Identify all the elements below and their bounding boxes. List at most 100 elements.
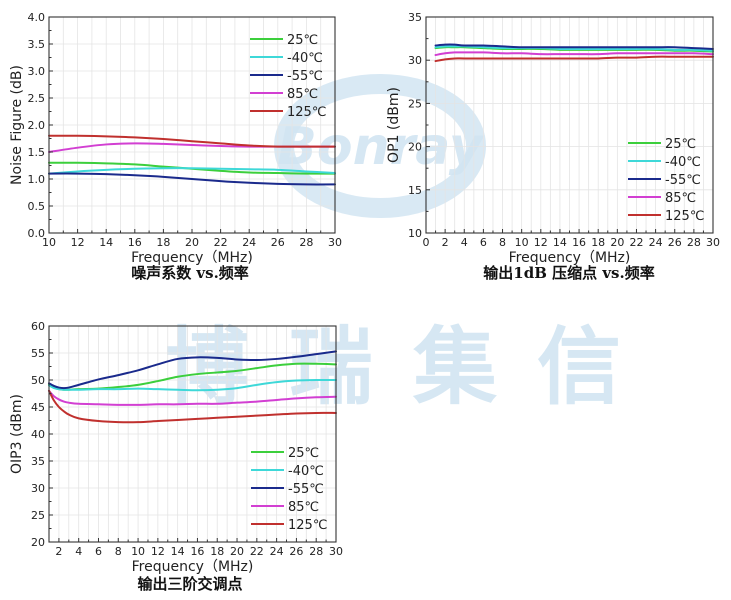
y-tick-label: 1.0	[28, 173, 46, 186]
y-tick-label: 4.0	[28, 11, 46, 24]
legend: 25℃ -40℃ -55℃ 85℃ 125℃	[250, 33, 326, 120]
y-tick-label: 25	[31, 509, 45, 522]
x-tick-label: 16	[572, 236, 586, 249]
x-axis-title: Frequency（MHz)	[509, 250, 631, 266]
y-axis-title: Noise Figure (dB)	[9, 65, 25, 185]
y-tick-label: 2.5	[28, 92, 46, 105]
x-axis-title: Frequency（MHz)	[132, 559, 254, 575]
x-tick-label: 8	[115, 545, 122, 558]
series-line--55C	[48, 172, 336, 186]
chart1-caption: 噪声系数 vs.频率	[131, 264, 249, 282]
x-tick-label: 24	[270, 545, 284, 558]
y-tick-label: 15	[408, 184, 422, 197]
x-tick-label: 16	[128, 236, 142, 249]
y-tick-label: 40	[31, 428, 45, 441]
x-tick-label: 22	[250, 545, 264, 558]
legend-label: -40℃	[287, 51, 323, 66]
legend: 25℃ -40℃ -55℃ 85℃ 125℃	[628, 137, 704, 224]
y-tick-label: 45	[31, 401, 45, 414]
x-tick-label: 2	[55, 545, 62, 558]
legend-label: 125℃	[288, 518, 327, 533]
x-tick-label: 30	[329, 545, 343, 558]
x-tick-label: 6	[95, 545, 102, 558]
y-tick-label: 30	[31, 482, 45, 495]
legend-label: 125℃	[287, 105, 326, 120]
legend-label: 25℃	[288, 446, 319, 461]
legend-label: 125℃	[665, 209, 704, 224]
legend-label: -55℃	[288, 482, 324, 497]
x-tick-label: 12	[71, 236, 85, 249]
series-line--55C	[434, 43, 714, 50]
y-tick-label: 0.5	[28, 200, 46, 213]
x-tick-label: 10	[42, 236, 56, 249]
series-line-125C	[48, 134, 336, 148]
series-line--40C	[48, 378, 337, 392]
x-tick-label: 6	[480, 236, 487, 249]
series-line--40C	[434, 45, 714, 52]
x-tick-label: 10	[515, 236, 529, 249]
x-tick-label: 0	[423, 236, 430, 249]
y-tick-label: 3.5	[28, 38, 46, 51]
series-line-85C	[48, 389, 337, 406]
chart-oip3: 2 4 6 8 10 12 14 16 18 20 22 24 26 28 30Frequency（MHz)…	[9, 320, 343, 575]
x-tick-label: 28	[299, 236, 313, 249]
x-tick-label: 26	[289, 545, 303, 558]
y-axis: 10 15 20 25 30 35 OP1 (dBm)	[386, 11, 430, 240]
x-axis: 0 2 4 6 8 10 12 14 16 18 20 22 24 26 28 30Frequency（MHz…	[423, 229, 720, 266]
x-tick-label: 24	[242, 236, 256, 249]
y-tick-label: 20	[31, 536, 45, 549]
y-tick-label: 35	[408, 11, 422, 24]
x-tick-label: 22	[629, 236, 643, 249]
x-tick-label: 20	[185, 236, 199, 249]
legend-label: 85℃	[287, 87, 318, 102]
x-tick-label: 14	[99, 236, 113, 249]
chart2-caption: 输出1dB 压缩点 vs.频率	[483, 264, 655, 282]
x-axis-title: Frequency（MHz)	[131, 250, 253, 266]
x-tick-label: 22	[214, 236, 228, 249]
legend-label: -55℃	[665, 173, 701, 188]
y-tick-label: 50	[31, 374, 45, 387]
x-tick-label: 14	[553, 236, 567, 249]
chart-noise_figure: 10 12 14 16 18 20 22 24 26 28 30 Frequency（MHz) 0.0 0…	[9, 11, 342, 266]
x-tick-label: 4	[461, 236, 468, 249]
legend-label: 25℃	[665, 137, 696, 152]
y-tick-label: 0.0	[28, 227, 46, 240]
series-line-85C	[434, 51, 714, 57]
x-tick-label: 26	[668, 236, 682, 249]
x-tick-label: 14	[171, 545, 185, 558]
y-tick-label: 55	[31, 347, 45, 360]
x-tick-label: 18	[156, 236, 170, 249]
x-tick-label: 30	[328, 236, 342, 249]
x-tick-label: 8	[499, 236, 506, 249]
legend-label: 85℃	[288, 500, 319, 515]
y-axis: 0.0 0.5 1.0 1.5 2.0 2.5 3.0 3.5 4.0 Noise Figure …	[9, 11, 53, 240]
y-tick-label: 60	[31, 320, 45, 333]
y-tick-label: 3.0	[28, 65, 46, 78]
x-axis: 10 12 14 16 18 20 22 24 26 28 30 Frequency（MHz)	[42, 229, 342, 266]
y-tick-label: 35	[31, 455, 45, 468]
x-tick-label: 18	[210, 545, 224, 558]
legend: 25℃ -40℃ -55℃ 85℃ 125℃	[251, 446, 327, 533]
legend-label: -40℃	[665, 155, 701, 170]
y-tick-label: 20	[408, 141, 422, 154]
legend-label: 85℃	[665, 191, 696, 206]
series-line-125C	[48, 389, 337, 424]
x-tick-label: 2	[442, 236, 449, 249]
x-tick-label: 4	[75, 545, 82, 558]
x-tick-label: 28	[309, 545, 323, 558]
chart-op1db: 0 2 4 6 8 10 12 14 16 18 20 22 24 26 28 30Frequency（MHz…	[386, 11, 720, 266]
chart3-caption: 输出三阶交调点	[137, 575, 243, 593]
watermark-cn-text: 博瑞集信	[165, 318, 662, 416]
x-tick-label: 20	[610, 236, 624, 249]
y-axis-title: OIP3 (dBm)	[9, 394, 25, 474]
legend-label: -55℃	[287, 69, 323, 84]
series-line--40C	[48, 167, 336, 175]
x-tick-label: 28	[687, 236, 701, 249]
grid	[48, 16, 336, 234]
x-tick-label: 18	[591, 236, 605, 249]
legend-label: -40℃	[288, 464, 324, 479]
y-tick-label: 10	[408, 227, 422, 240]
x-tick-label: 26	[271, 236, 285, 249]
